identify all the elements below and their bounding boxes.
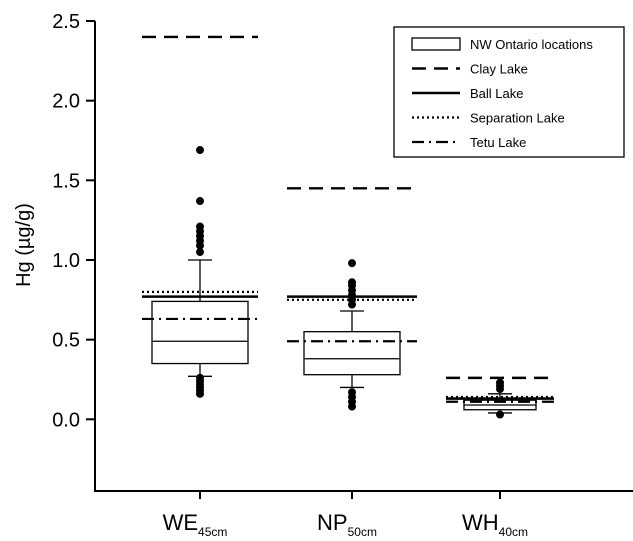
outlier-point [496, 378, 504, 387]
legend-item-ball-lake: Ball Lake [412, 86, 523, 101]
y-tick-label: 1.5 [52, 170, 80, 192]
axes [94, 21, 633, 492]
outlier-point [496, 410, 504, 419]
box [151, 300, 249, 365]
box-group-we [142, 35, 258, 398]
legend-item-clay-lake: Clay Lake [412, 62, 528, 77]
y-tick-label: 2.5 [52, 11, 80, 33]
legend-label: Ball Lake [470, 86, 523, 101]
outlier-point [348, 278, 356, 287]
box-group-np [287, 187, 417, 411]
y-tick-label: 2.0 [52, 91, 80, 113]
outlier-point [196, 222, 204, 231]
y-tick-label: 0.5 [52, 330, 80, 352]
y-tick-label: 0.0 [52, 409, 80, 431]
x-categories: WE45cm NP50cm WH40cm [163, 491, 528, 539]
box-group-wh [446, 376, 554, 419]
outlier-point [196, 146, 204, 155]
legend-label: Clay Lake [470, 62, 528, 77]
legend: NW Ontario locations Clay Lake Ball Lake Se… [393, 26, 625, 158]
y-ticks: 2.5 2.0 1.5 1.0 0.5 0.0 [52, 11, 95, 431]
outlier-point [196, 197, 204, 206]
x-category-label: WH40cm [462, 510, 528, 539]
y-axis-label: Hg (µg/g) [13, 203, 35, 287]
outlier-point [196, 373, 204, 382]
legend-label: Tetu Lake [470, 135, 526, 150]
legend-item-nw-ontario-locations: NW Ontario locations [411, 37, 593, 52]
x-category-label: WE45cm [163, 510, 228, 539]
legend-item-separation-lake: Separation Lake [412, 111, 565, 126]
plot-area [142, 35, 554, 419]
outlier-point [348, 388, 356, 397]
box [303, 331, 401, 376]
legend-item-tetu-lake: Tetu Lake [412, 135, 526, 150]
y-tick-label: 1.0 [52, 250, 80, 272]
x-category-label: NP50cm [317, 510, 377, 539]
outlier-point [196, 248, 204, 257]
outlier-point [348, 259, 356, 268]
legend-swatch-box [411, 37, 461, 51]
legend-label: NW Ontario locations [470, 37, 593, 52]
legend-label: Separation Lake [470, 111, 565, 126]
